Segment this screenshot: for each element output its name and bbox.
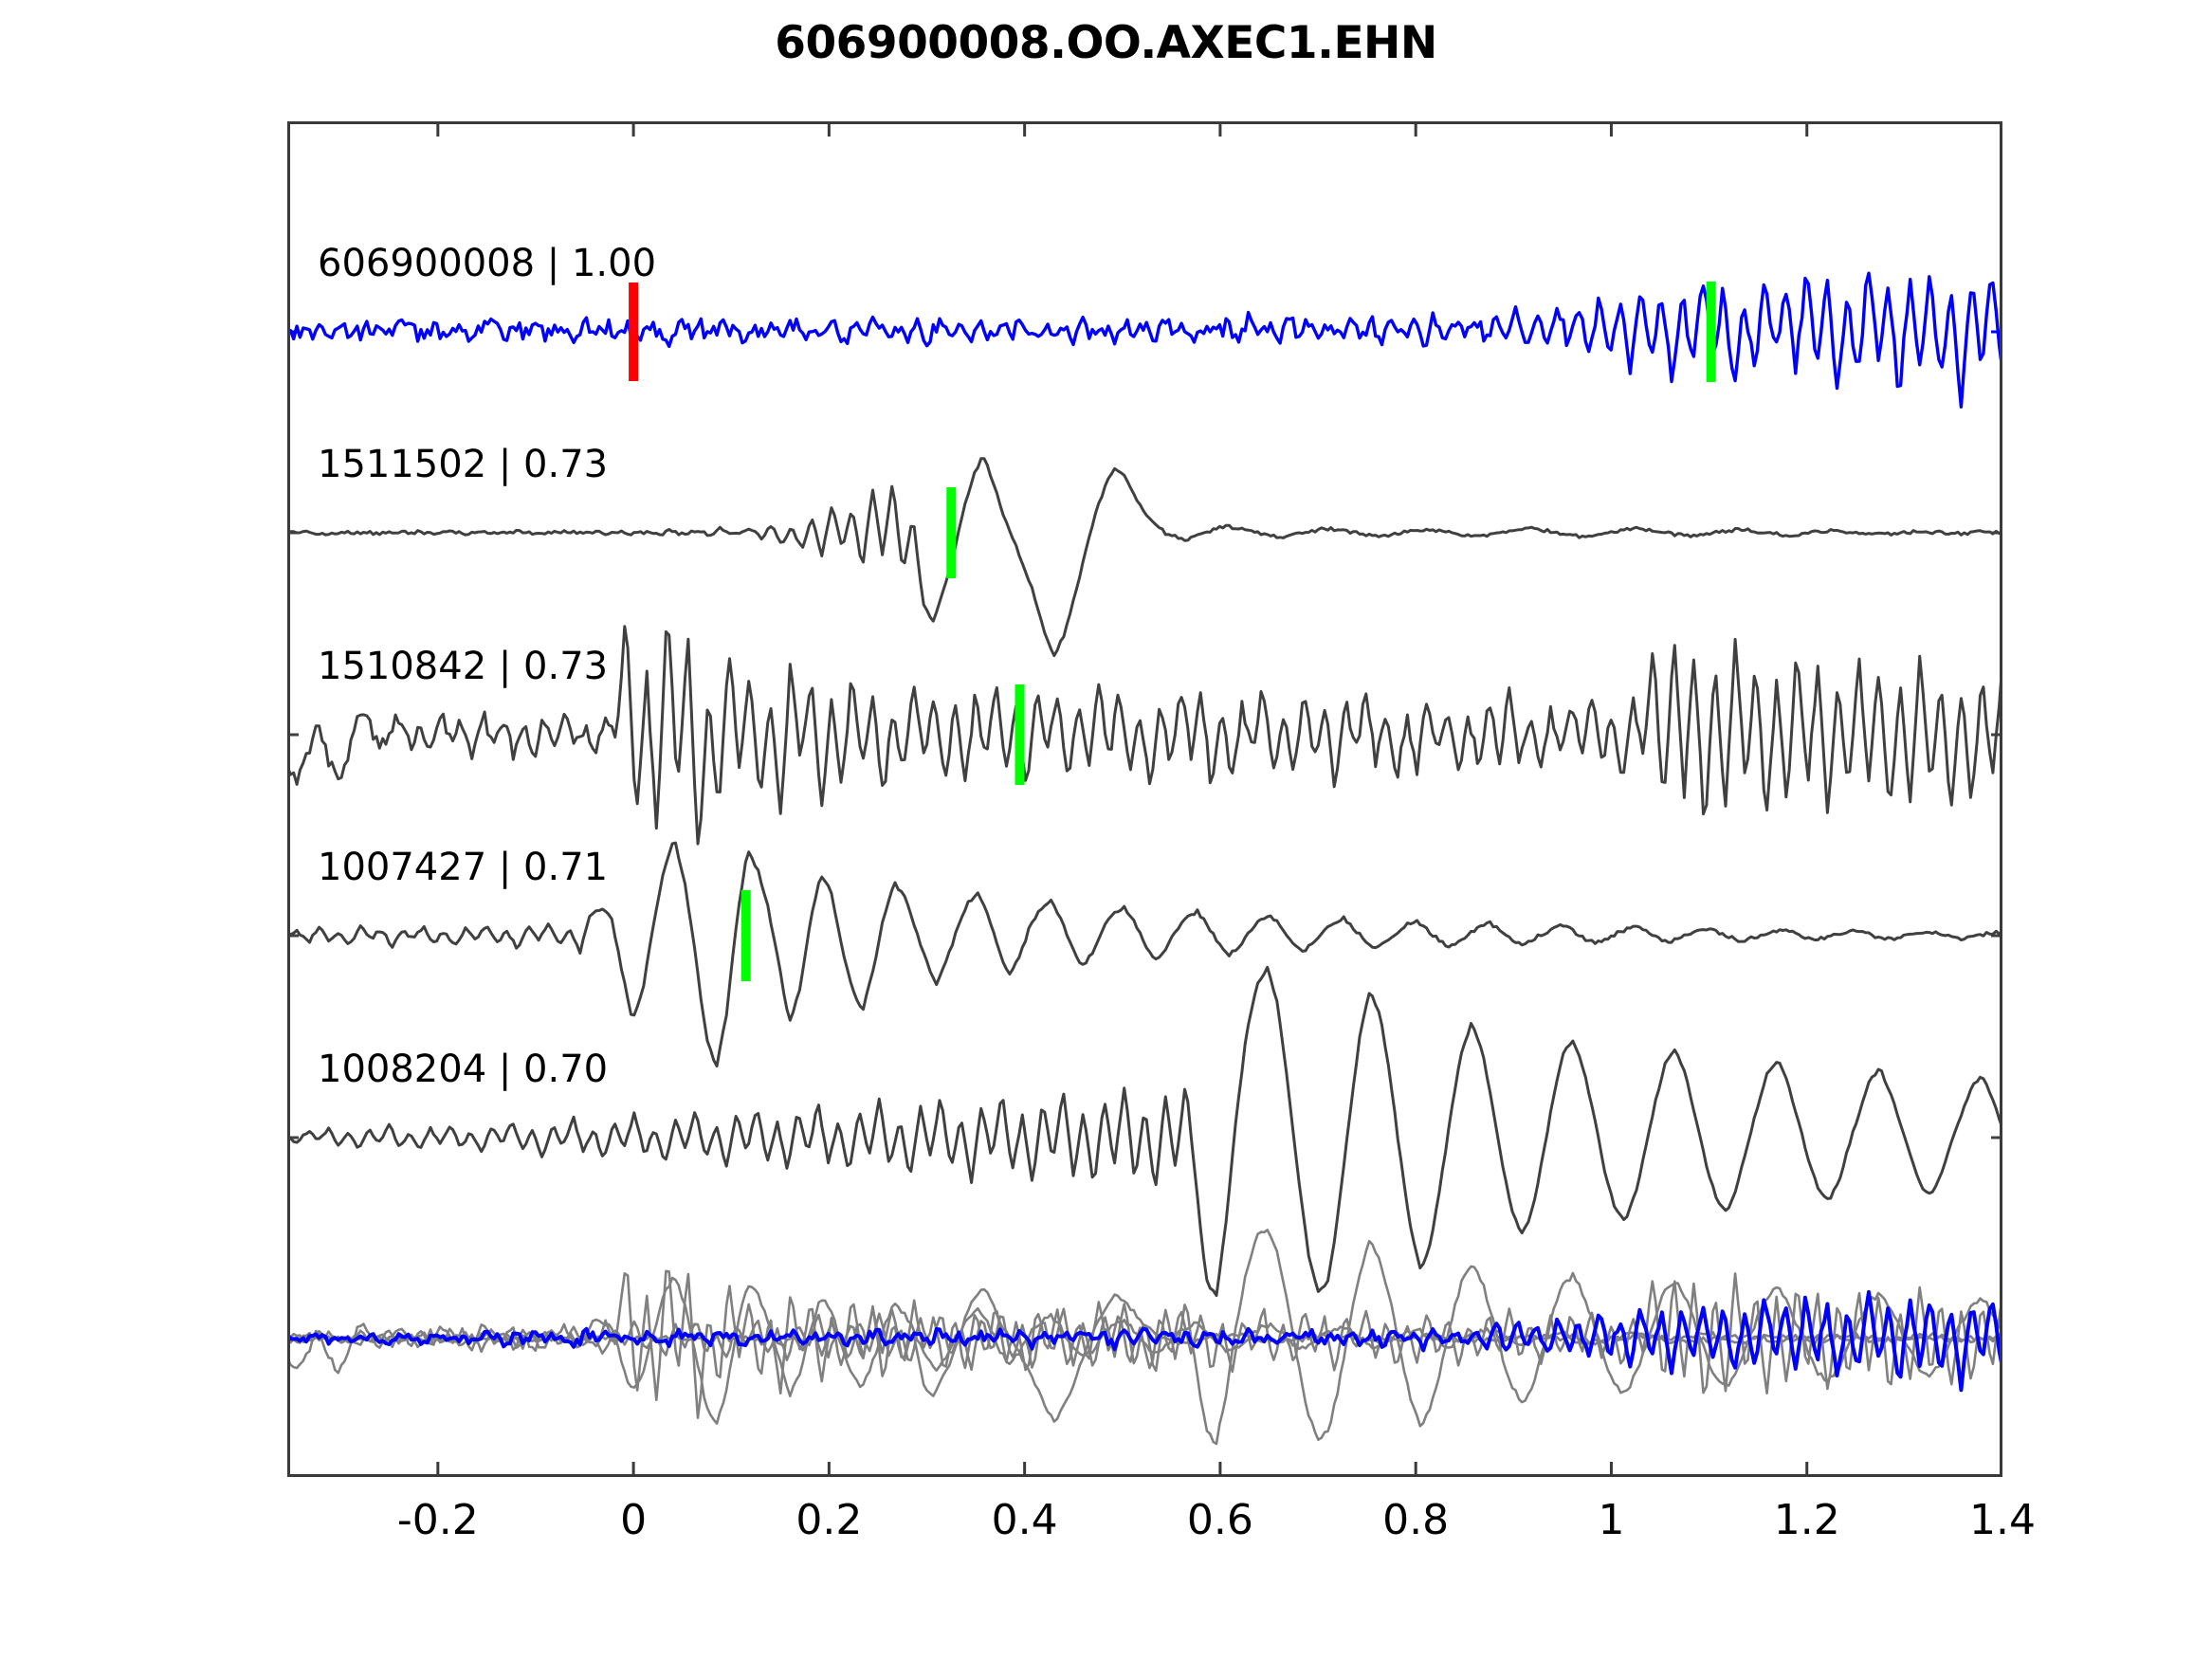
x-tick-label-8: 1.4 <box>1969 1496 2036 1544</box>
overlay-line-606900008 <box>287 1289 2002 1393</box>
trace-label-1008204: 1008204 | 0.70 <box>318 1048 609 1091</box>
x-tick-label-1: 0 <box>620 1496 648 1544</box>
pick-markers <box>629 282 1716 981</box>
trace-label-1007427: 1007427 | 0.71 <box>318 846 609 889</box>
overlay-line-1008204 <box>287 1229 2002 1446</box>
x-tick-label-4: 0.6 <box>1186 1496 1253 1544</box>
overlay-lines <box>287 1229 2002 1446</box>
trace-line-1511502 <box>287 457 2002 658</box>
trace-label-1510842: 1510842 | 0.73 <box>318 645 609 688</box>
trace-lines <box>287 271 2002 1297</box>
trace-line-606900008 <box>287 271 2002 409</box>
x-tick-label-7: 1.2 <box>1773 1496 1840 1544</box>
x-axis-ticks <box>436 121 1809 1477</box>
x-tick-label-0: -0.2 <box>396 1496 479 1544</box>
x-tick-label-6: 1 <box>1598 1496 1625 1544</box>
green-pick-1007427 <box>740 890 751 981</box>
trace-label-1511502: 1511502 | 0.73 <box>318 443 609 486</box>
x-tick-label-2: 0.2 <box>795 1496 863 1544</box>
x-tick-label-5: 0.8 <box>1382 1496 1450 1544</box>
green-pick-606900008 <box>1706 282 1716 382</box>
plot-area <box>287 121 2002 1477</box>
trace-line-1510842 <box>287 625 2002 846</box>
overlay-line-1511502 <box>287 1287 2002 1423</box>
trace-label-606900008: 606900008 | 1.00 <box>318 242 657 285</box>
waveform-canvas <box>287 121 2002 1477</box>
red-pick-606900008 <box>629 283 639 381</box>
page-title: 606900008.OO.AXEC1.EHN <box>775 17 1437 69</box>
trace-line-1007427 <box>287 841 2002 1067</box>
green-pick-1511502 <box>946 487 957 578</box>
green-pick-1510842 <box>1015 684 1025 785</box>
x-tick-label-3: 0.4 <box>991 1496 1058 1544</box>
x-axis-tick-labels: -0.2 0 0.2 0.4 0.6 0.8 1 1.2 1.4 <box>287 1496 2036 1553</box>
trace-line-1008204 <box>287 965 2002 1297</box>
